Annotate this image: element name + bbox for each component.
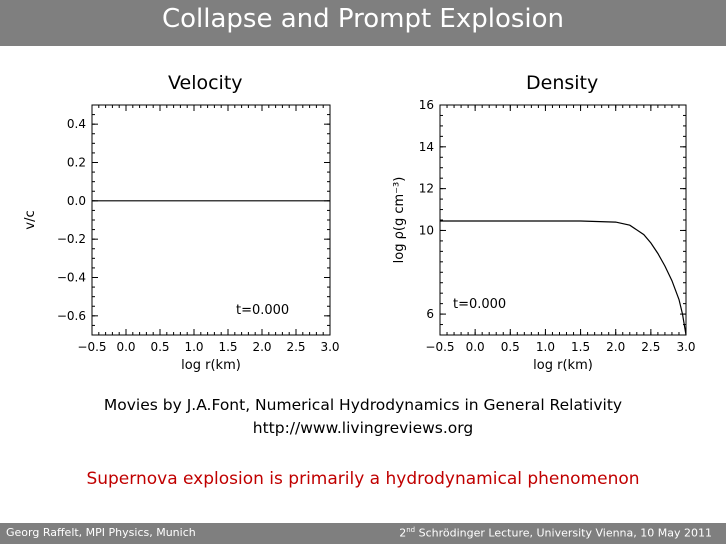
footer-bar: Georg Raffelt, MPI Physics, Munich 2nd S…: [0, 523, 726, 544]
density-y-tick-label: 14: [419, 140, 434, 154]
velocity-x-tick-label: 3.0: [320, 340, 339, 354]
velocity-y-tick-label: 0.0: [67, 194, 86, 208]
density-x-tick-label: 3.0: [676, 340, 695, 354]
density-series-line: [440, 220, 687, 336]
velocity-x-tick-label: −0.5: [77, 340, 106, 354]
velocity-y-tick-label: 0.4: [67, 117, 86, 131]
title-bar: Collapse and Prompt Explosion: [0, 0, 726, 46]
density-x-tick-label: 1.5: [571, 340, 590, 354]
footer-author: Georg Raffelt, MPI Physics, Munich: [6, 526, 196, 539]
velocity-x-tick-label: 0.0: [116, 340, 135, 354]
velocity-x-tick-label: 0.5: [150, 340, 169, 354]
footer-event-text: Schrödinger Lecture, University Vienna, …: [415, 526, 712, 540]
caption-line-2[interactable]: http://www.livingreviews.org: [252, 419, 474, 437]
velocity-time-annotation: t=0.000: [236, 303, 289, 318]
density-x-tick-label: 2.5: [641, 340, 660, 354]
velocity-x-tick-label: 1.5: [218, 340, 237, 354]
slide-title: Collapse and Prompt Explosion: [161, 4, 565, 34]
velocity-x-axis-label: log r(km): [181, 358, 241, 373]
velocity-y-tick-label: 0.2: [67, 156, 86, 170]
footer-event: 2nd Schrödinger Lecture, University Vien…: [399, 526, 712, 540]
caption-line-1: Movies by J.A.Font, Numerical Hydrodynam…: [103, 396, 623, 414]
density-x-tick-label: 0.5: [501, 340, 520, 354]
density-x-axis-label: log r(km): [533, 358, 593, 373]
velocity-chart: −0.5 0.0 0.5 1.0 1.5 2.0 2.5 3.0 0.4 0.2 0.0 −0.2 −0…: [23, 104, 340, 373]
density-time-annotation: t=0.000: [453, 297, 506, 312]
density-y-tick-label: 6: [426, 307, 434, 321]
density-panel-title: Density: [526, 72, 599, 94]
velocity-y-tick-label: −0.4: [57, 271, 86, 285]
density-x-tick-label: 0.0: [466, 340, 485, 354]
velocity-x-tick-label: 2.0: [252, 340, 271, 354]
density-y-tick-label: 16: [419, 98, 434, 112]
headline: Supernova explosion is primarily a hydro…: [86, 469, 640, 489]
velocity-y-tick-label: −0.2: [57, 232, 86, 246]
footer-ordinal-suffix: nd: [406, 526, 416, 534]
density-x-tick-label: 1.0: [536, 340, 555, 354]
density-chart: −0.5 0.0 0.5 1.0 1.5 2.0 2.5 3.0 16 14 12 10 6 log r(…: [392, 98, 696, 373]
footer-ordinal: 2: [399, 526, 407, 540]
velocity-plot-frame: [91, 104, 331, 336]
velocity-x-tick-label: 1.0: [184, 340, 203, 354]
density-x-tick-label: 2.0: [606, 340, 625, 354]
density-y-tick-label: 12: [419, 182, 434, 196]
density-y-tick-label: 10: [419, 223, 434, 237]
velocity-x-tick-label: 2.5: [286, 340, 305, 354]
density-x-tick-label: −0.5: [425, 340, 454, 354]
density-y-axis-label: log ρ(g cm⁻³): [392, 177, 407, 264]
velocity-panel-title: Velocity: [168, 72, 243, 94]
velocity-y-tick-label: −0.6: [57, 309, 86, 323]
velocity-y-axis-label: v/c: [23, 210, 38, 229]
